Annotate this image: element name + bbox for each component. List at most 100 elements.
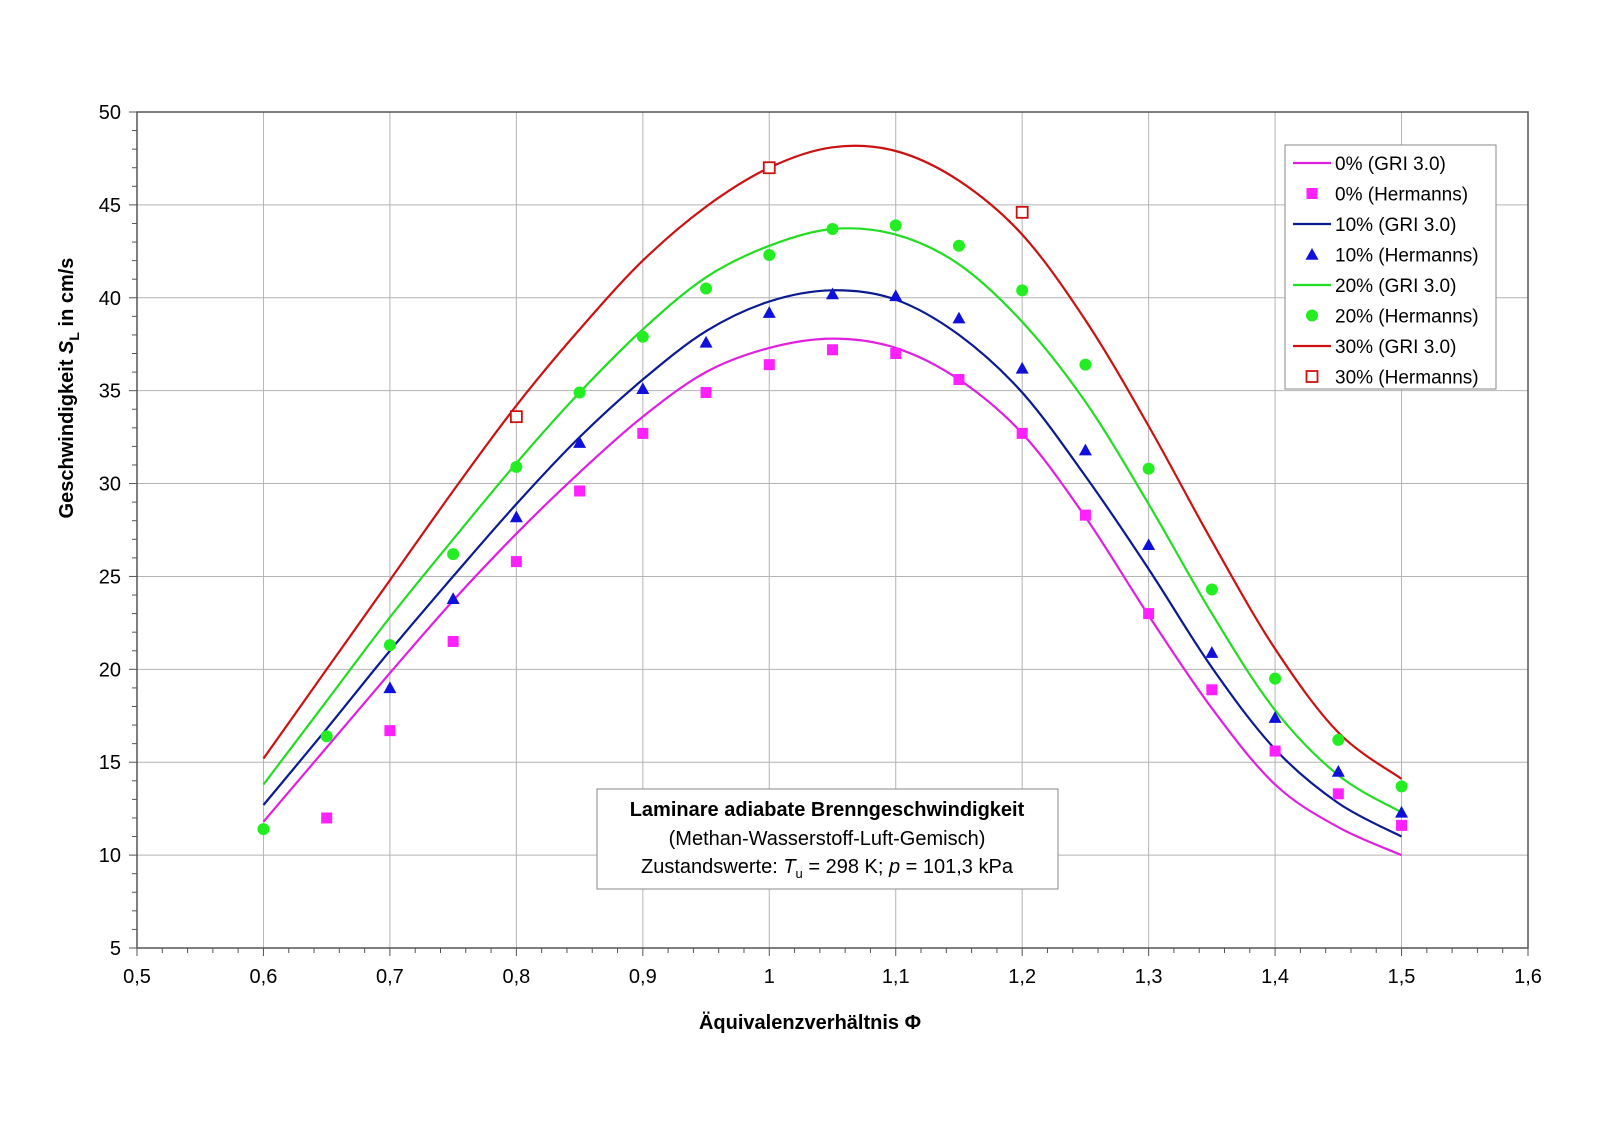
y-axis-subscript: L	[66, 332, 82, 341]
y-tick-label: 35	[99, 381, 121, 403]
data-point-10-hermanns	[1078, 443, 1092, 456]
data-point-20-hermanns	[1395, 780, 1408, 793]
data-point-0-hermanns	[1143, 608, 1155, 620]
data-point-0-hermanns	[447, 635, 459, 647]
data-point-30-hermanns	[762, 161, 776, 175]
legend: 0% (GRI 3.0) 0% (Hermanns) 10% (GRI 3.0) 10…	[1284, 144, 1497, 390]
data-point-0-hermanns	[384, 725, 396, 737]
y-tick-label: 45	[99, 195, 121, 217]
data-point-10-hermanns	[446, 592, 460, 604]
minor-ticks	[129, 111, 1529, 956]
data-point-10-hermanns	[699, 335, 713, 348]
legend-marker-swatch	[1305, 370, 1319, 383]
legend-label: 20% (GRI 3.0)	[1335, 276, 1456, 297]
x-tick-label: 1,6	[1514, 966, 1542, 988]
data-point-20-hermanns	[1142, 462, 1155, 475]
y-tick-label: 50	[99, 102, 121, 124]
annotation-frame	[596, 788, 1059, 890]
legend-item: 30% (GRI 3.0)	[1293, 337, 1456, 358]
legend-label: 20% (Hermanns)	[1335, 307, 1479, 328]
y-tick-label: 20	[99, 659, 121, 681]
data-point-10-hermanns	[1268, 711, 1282, 723]
x-tick-label: 1,2	[1008, 966, 1036, 988]
annotation-temperature-value: = 298 K;	[803, 856, 889, 878]
series-points-10-hermanns	[383, 287, 1409, 818]
data-point-20-hermanns	[383, 639, 396, 652]
data-point-0-hermanns	[1016, 427, 1028, 439]
x-axis-title: Äquivalenzverhältnis Φ	[699, 1011, 921, 1034]
data-point-10-hermanns	[509, 510, 523, 523]
legend-marker-swatch	[1306, 309, 1318, 322]
data-point-10-hermanns	[636, 382, 650, 395]
x-tick-labels: 0,5 0,6 0,7 0,8 0,9 1 1,1 1,2 1,3 1,4 1,5 1,6	[123, 966, 1542, 988]
data-point-10-hermanns	[889, 289, 903, 302]
data-point-10-hermanns	[762, 306, 776, 318]
data-point-0-hermanns	[763, 359, 775, 371]
y-tick-label: 5	[110, 938, 121, 960]
data-point-20-hermanns	[636, 330, 649, 343]
legend-item: 0% (Hermanns)	[1306, 185, 1468, 206]
legend-label: 10% (Hermanns)	[1335, 246, 1479, 267]
x-tick-label: 0,9	[629, 966, 657, 988]
y-axis-title: Geschwindigkeit SL in cm/s	[56, 258, 82, 519]
data-point-20-hermanns	[952, 239, 965, 252]
x-tick-label: 1,3	[1135, 966, 1163, 988]
data-point-0-hermanns	[827, 344, 838, 356]
legend-marker-swatch	[1306, 188, 1318, 199]
series-line-30-gri-3-0	[262, 144, 1403, 780]
y-axis-title-text: Geschwindigkeit	[56, 354, 78, 518]
data-point-0-hermanns	[574, 485, 586, 497]
data-point-20-hermanns	[1269, 672, 1282, 685]
annotation-title: Laminare adiabate Brenngeschwindigkeit	[630, 799, 1025, 821]
data-point-0-hermanns	[1269, 745, 1281, 757]
data-point-0-hermanns	[1206, 684, 1218, 696]
y-axis-symbol: S	[56, 340, 78, 354]
series-points-20-hermanns	[257, 219, 1408, 836]
annotation-temperature-subscript: u	[796, 866, 803, 881]
legend-frame	[1284, 144, 1497, 390]
series-points-0-hermanns	[321, 344, 1408, 831]
legend-item: 20% (Hermanns)	[1306, 307, 1479, 328]
legend-label: 30% (Hermanns)	[1335, 368, 1479, 389]
data-point-0-hermanns	[1332, 788, 1344, 800]
y-tick-label: 15	[99, 752, 121, 774]
y-tick-label: 40	[99, 288, 121, 310]
legend-marker-swatch	[1305, 248, 1319, 260]
x-tick-label: 1,1	[882, 966, 910, 988]
legend-label: 0% (GRI 3.0)	[1335, 154, 1446, 175]
data-point-20-hermanns	[257, 823, 270, 836]
y-tick-label: 25	[99, 566, 121, 588]
legend-item: 20% (GRI 3.0)	[1293, 276, 1456, 297]
x-tick-label: 1,4	[1261, 966, 1289, 988]
data-point-0-hermanns	[637, 427, 649, 439]
data-point-10-hermanns	[1395, 805, 1409, 818]
annotation-pressure-value: = 101,3 kPa	[900, 856, 1014, 878]
legend-label: 0% (Hermanns)	[1335, 185, 1468, 206]
data-point-30-hermanns	[509, 410, 523, 424]
data-point-0-hermanns	[321, 812, 333, 824]
data-point-10-hermanns	[1331, 765, 1345, 777]
data-point-20-hermanns	[700, 282, 713, 295]
legend-label: 10% (GRI 3.0)	[1335, 215, 1456, 236]
series-line-10-gri-3-0	[262, 289, 1403, 838]
data-point-0-hermanns	[890, 348, 902, 360]
y-tick-label: 30	[99, 474, 121, 496]
annotation-mixture: (Methan-Wasserstoff-Luft-Gemisch)	[669, 828, 986, 850]
data-point-0-hermanns	[510, 556, 522, 568]
x-tick-label: 1,5	[1388, 966, 1416, 988]
legend-items: 0% (GRI 3.0) 0% (Hermanns) 10% (GRI 3.0) 10…	[1293, 154, 1479, 389]
data-point-10-hermanns	[1205, 646, 1219, 658]
data-point-20-hermanns	[573, 386, 586, 399]
data-point-0-hermanns	[700, 387, 712, 399]
data-point-20-hermanns	[447, 548, 460, 561]
annotation-conditions-prefix: Zustandswerte:	[641, 856, 783, 878]
data-point-20-hermanns	[1205, 583, 1218, 596]
data-point-20-hermanns	[510, 460, 523, 473]
data-point-0-hermanns	[1396, 819, 1408, 831]
plot-area-frame	[136, 111, 1529, 949]
data-point-20-hermanns	[320, 730, 333, 743]
y-tick-labels: 5 10 15 20 25 30 35 40 45 50	[99, 102, 121, 960]
data-point-20-hermanns	[1016, 284, 1029, 297]
data-point-10-hermanns	[1015, 361, 1029, 374]
